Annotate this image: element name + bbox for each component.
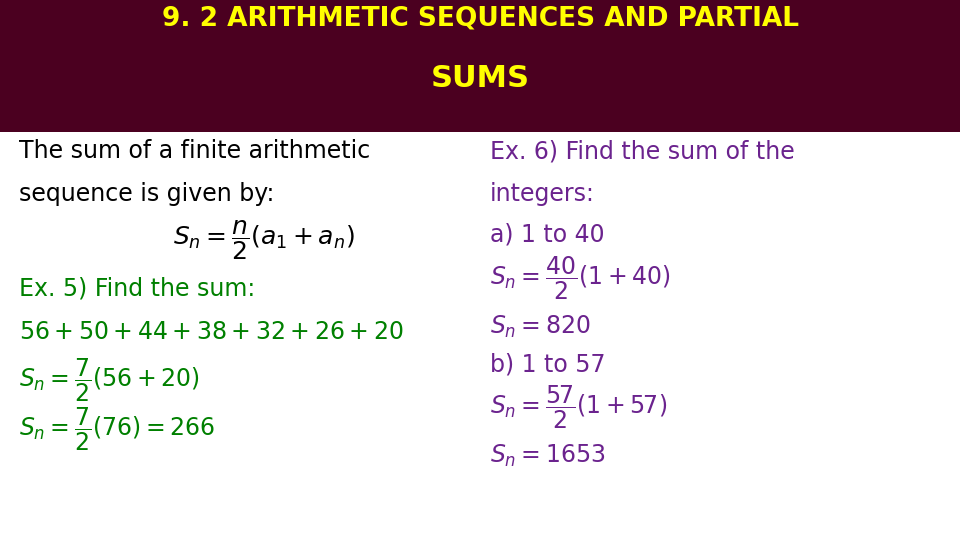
Text: $S_n = \dfrac{7}{2}(56 + 20)$: $S_n = \dfrac{7}{2}(56 + 20)$ [19,357,200,404]
Text: The sum of a finite arithmetic: The sum of a finite arithmetic [19,139,371,163]
Text: integers:: integers: [490,183,594,206]
Text: $56 + 50 + 44 + 38 + 32 + 26 + 20$: $56 + 50 + 44 + 38 + 32 + 26 + 20$ [19,320,404,344]
Text: $S_n = 1653$: $S_n = 1653$ [490,443,605,469]
Text: 9. 2 ARITHMETIC SEQUENCES AND PARTIAL: 9. 2 ARITHMETIC SEQUENCES AND PARTIAL [161,6,799,32]
Text: b) 1 to 57: b) 1 to 57 [490,353,605,376]
Text: SUMS: SUMS [430,64,530,93]
Text: $S_n = \dfrac{57}{2}(1 + 57)$: $S_n = \dfrac{57}{2}(1 + 57)$ [490,384,666,431]
Text: $S_n = \dfrac{7}{2}(76) = 266$: $S_n = \dfrac{7}{2}(76) = 266$ [19,406,215,453]
Text: sequence is given by:: sequence is given by: [19,183,275,206]
Text: Ex. 6) Find the sum of the: Ex. 6) Find the sum of the [490,139,794,163]
Text: $S_n = 820$: $S_n = 820$ [490,314,590,340]
Text: a) 1 to 40: a) 1 to 40 [490,223,604,247]
Text: $S_n = \dfrac{n}{2}(a_1 + a_n)$: $S_n = \dfrac{n}{2}(a_1 + a_n)$ [173,218,354,262]
Bar [0,0,960,132]
Text: Ex. 5) Find the sum:: Ex. 5) Find the sum: [19,277,255,301]
Text: $S_n = \dfrac{40}{2}(1 + 40)$: $S_n = \dfrac{40}{2}(1 + 40)$ [490,254,670,302]
